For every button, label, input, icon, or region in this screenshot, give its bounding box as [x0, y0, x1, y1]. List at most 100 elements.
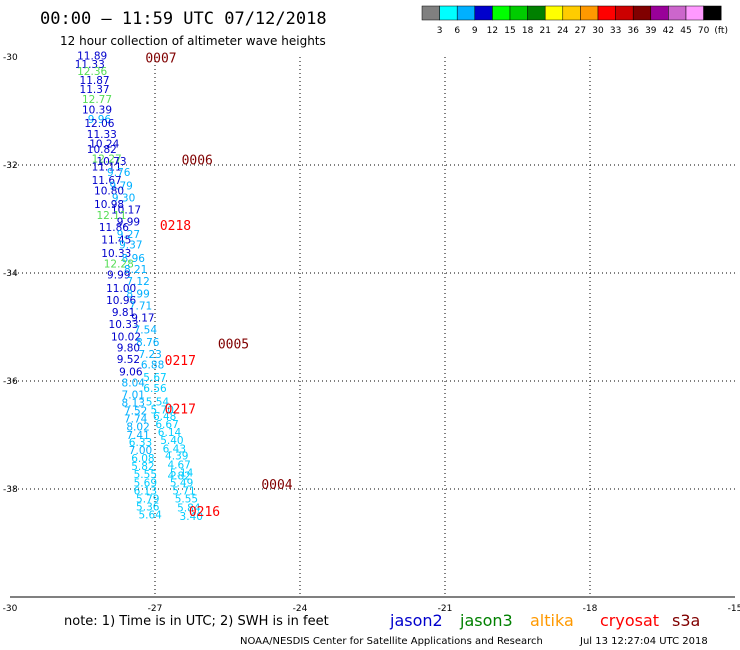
- swh-value-label: 4.67: [167, 459, 190, 471]
- colorbar-swatch: [597, 5, 616, 21]
- swh-value-label: 9.52: [117, 354, 140, 366]
- swh-value-label: 5.70: [151, 404, 174, 416]
- colorbar-swatch: [544, 5, 564, 21]
- colorbar-label: 21: [539, 26, 550, 36]
- swh-value-label: 9.96: [88, 114, 112, 126]
- colorbar-swatch: [615, 5, 634, 21]
- swh-value-label: 6.14: [158, 427, 182, 439]
- swh-value-label: 9.80: [117, 342, 140, 354]
- swh-value-label: 9.99: [107, 269, 130, 281]
- chart-subtitle: 12 hour collection of altimeter wave hei…: [60, 34, 326, 48]
- swh-value-label: 7.23: [138, 349, 161, 361]
- satellite-legend-s3a: s3a: [672, 611, 700, 630]
- swh-value-label: 5.14: [170, 468, 194, 480]
- swh-value-label: 8.02: [126, 422, 149, 434]
- colorbar-swatch: [474, 5, 493, 21]
- swh-value-label: 5.49: [170, 477, 193, 489]
- swh-value-label: 9.17: [131, 313, 154, 325]
- swh-value-label: 10.39: [82, 105, 112, 117]
- swh-value-label: 7.41: [126, 430, 149, 442]
- swh-value-label: 7.00: [129, 445, 152, 457]
- swh-value-label: 11.67: [92, 175, 122, 187]
- swh-value-label: 10.33: [109, 319, 139, 331]
- colorbar-label: 27: [575, 26, 586, 36]
- satellite-legend-altika: altika: [530, 611, 574, 630]
- colorbar-swatch: [421, 5, 440, 21]
- swh-value-label: 5.69: [134, 477, 157, 489]
- swh-value-label: 8.13: [122, 397, 145, 409]
- pass-id-label: 0007: [145, 51, 176, 66]
- x-tick-label: -21: [438, 604, 453, 614]
- x-tick-label: -30: [3, 604, 18, 614]
- satellite-legend-jason2: jason2: [389, 611, 443, 630]
- swh-value-label: 10.96: [106, 295, 136, 307]
- colorbar-swatch: [456, 5, 476, 21]
- swh-value-label: 10.98: [94, 199, 124, 211]
- swh-value-label: 4.82: [167, 470, 190, 482]
- colorbar-label: 45: [680, 26, 691, 36]
- colorbar-label: 24: [557, 26, 569, 36]
- swh-value-label: 10.02: [111, 332, 141, 344]
- swh-value-label: 11.11: [92, 161, 122, 173]
- colorbar-label: 18: [522, 26, 534, 36]
- colorbar-label: 70: [698, 26, 710, 36]
- colorbar-swatch: [439, 5, 458, 21]
- colorbar-swatch: [527, 5, 546, 21]
- swh-value-label: 10.17: [111, 205, 141, 217]
- colorbar-swatch: [650, 5, 669, 21]
- colorbar-label: 12: [487, 26, 498, 36]
- colorbar-label: 33: [610, 26, 621, 36]
- swh-value-label: 5.40: [160, 435, 183, 447]
- colorbar-swatch: [492, 5, 511, 21]
- swh-value-label: 5.55: [175, 494, 198, 506]
- x-tick-label: -24: [293, 604, 308, 614]
- swh-value-label: 7.52: [124, 405, 147, 417]
- y-tick-label: -32: [3, 161, 18, 171]
- swh-value-label: 5.79: [136, 494, 159, 506]
- swh-value-label: 5.84: [177, 503, 201, 515]
- colorbar-label: 3: [437, 26, 443, 36]
- satellite-legend-cryosat: cryosat: [600, 611, 659, 630]
- swh-value-label: 12.77: [82, 94, 112, 106]
- swh-value-label: 9.27: [117, 229, 140, 241]
- swh-value-label: 11.00: [106, 283, 136, 295]
- swh-value-label: 5.71: [172, 485, 195, 497]
- pass-id-label: 0006: [182, 153, 213, 168]
- swh-value-label: 7.54: [134, 324, 158, 336]
- swh-value-label: 7.01: [122, 389, 145, 401]
- swh-value-label: 6.48: [153, 411, 176, 423]
- pass-id-label: 0005: [218, 338, 249, 353]
- swh-value-label: 5.64: [138, 510, 162, 522]
- swh-value-label: 8.04: [122, 377, 146, 389]
- colorbar-label: (ft): [714, 26, 728, 36]
- swh-value-label: 3.40: [180, 511, 203, 523]
- footer-note: note: 1) Time is in UTC; 2) SWH is in fe…: [64, 614, 329, 629]
- swh-value-label: 9.79: [109, 180, 132, 192]
- pass-id-label: 0217: [165, 354, 196, 369]
- swh-value-label: 12.36: [77, 66, 107, 78]
- swh-value-label: 11.37: [80, 84, 110, 96]
- pass-id-label: 0216: [189, 505, 220, 520]
- colorbar-swatch: [632, 5, 652, 21]
- y-tick-label: -36: [3, 377, 18, 387]
- swh-value-label: 6.56: [143, 383, 167, 395]
- swh-value-label: 10.73: [96, 156, 126, 168]
- swh-value-label: 6.67: [155, 419, 178, 431]
- colorbar-label: 9: [472, 26, 478, 36]
- swh-value-label: 12.11: [96, 210, 126, 222]
- colorbar-label: 36: [627, 26, 639, 36]
- swh-value-label: 9.81: [112, 307, 135, 319]
- swh-value-label: 11.33: [75, 59, 105, 71]
- colorbar-swatch: [703, 5, 722, 21]
- swh-value-label: 9.99: [117, 216, 140, 228]
- swh-value-label: 12.06: [84, 118, 114, 130]
- timestamp-text: Jul 13 12:27:04 UTC 2018: [579, 636, 708, 647]
- swh-value-label: 6.43: [163, 443, 186, 455]
- swh-value-label: 10.82: [87, 144, 117, 156]
- swh-value-label: 11.89: [77, 51, 107, 63]
- swh-value-label: 6.88: [141, 360, 164, 372]
- colorbar-swatch: [562, 5, 581, 21]
- x-tick-label: -15: [728, 604, 740, 614]
- colorbar-swatch: [509, 5, 528, 21]
